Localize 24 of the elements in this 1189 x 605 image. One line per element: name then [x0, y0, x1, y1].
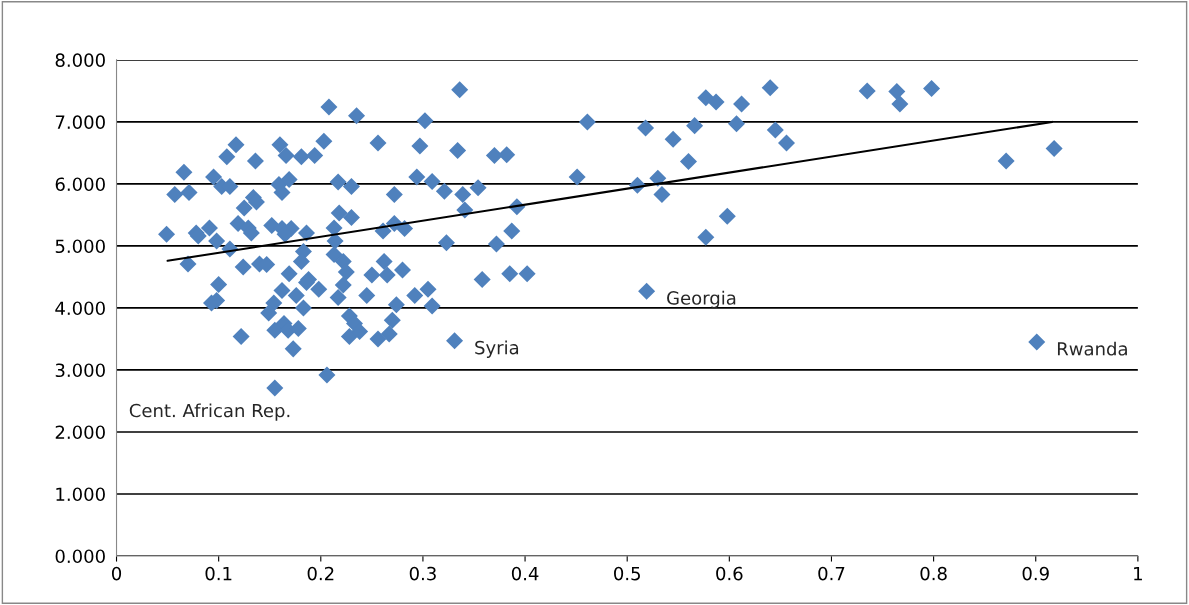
x-tick-label: 0.2: [307, 566, 334, 581]
x-tick-label: 0.8: [920, 566, 947, 581]
annotation: Rwanda: [1057, 341, 1127, 356]
y-tick-label: 3.000: [55, 363, 105, 378]
annotation: Syria: [475, 340, 519, 358]
y-tick-label: 7.000: [55, 115, 105, 130]
y-tick-label: 2.000: [55, 425, 105, 440]
x-tick-label: 0.5: [614, 566, 640, 581]
y-tick-label: 6.000: [55, 177, 105, 192]
x-tick-label: 1: [1134, 566, 1142, 581]
x-tick-label: 0.6: [716, 566, 743, 581]
y-tick-label: 8.000: [55, 53, 105, 68]
x-tick-label: 0.1: [205, 566, 232, 581]
y-tick-label: 0.000: [55, 549, 105, 564]
y-tick-label: 1.000: [56, 487, 105, 502]
y-tick-label: 4.000: [55, 301, 105, 316]
y-tick-label: 5.000: [55, 239, 105, 254]
annotation: Georgia: [667, 290, 736, 309]
x-tick-label: 0.9: [1022, 566, 1049, 581]
x-tick-label: 0.7: [818, 566, 845, 581]
x-tick-label: 0.3: [409, 566, 436, 581]
x-tick-label: 0.4: [511, 566, 539, 581]
x-tick-label: 0: [111, 566, 122, 581]
annotation: Cent. African Rep.: [129, 403, 290, 421]
